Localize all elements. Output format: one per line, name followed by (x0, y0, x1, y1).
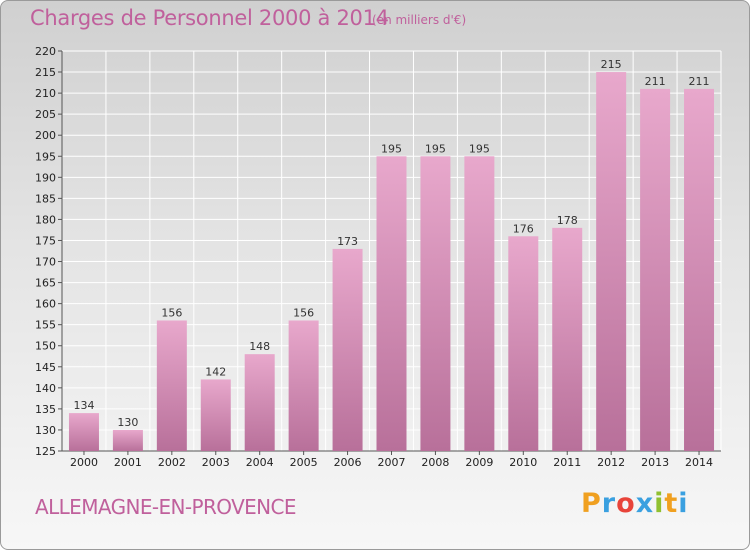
data-label: 142 (205, 365, 226, 378)
data-label: 156 (161, 306, 182, 319)
bar (684, 88, 715, 451)
commune-name: ALLEMAGNE-EN-PROVENCE (35, 495, 297, 519)
chart-title: Charges de Personnel 2000 à 2014 (30, 6, 389, 30)
logo-letter: P (581, 488, 602, 519)
x-tick-label: 2006 (334, 456, 362, 469)
x-tick-label: 2000 (70, 456, 98, 469)
x-tick-label: 2012 (597, 456, 625, 469)
data-label: 211 (689, 75, 710, 88)
y-tick-label: 150 (35, 340, 56, 353)
logo-letter: o (616, 488, 636, 519)
bar (508, 236, 539, 451)
chart-subtitle: (en milliers d'€) (372, 13, 467, 27)
bar (376, 156, 407, 451)
x-tick-label: 2014 (685, 456, 713, 469)
x-tick-label: 2009 (465, 456, 493, 469)
y-tick-label: 180 (35, 213, 56, 226)
data-label: 176 (513, 222, 534, 235)
logo-letter: i (654, 488, 665, 519)
x-tick-label: 2003 (202, 456, 230, 469)
y-tick-label: 145 (35, 361, 56, 374)
x-tick-label: 2005 (290, 456, 318, 469)
axes: 125 130 135 140 145 150 155 160 165 170 175 180 185 1… (35, 45, 721, 469)
data-label: 195 (425, 142, 446, 155)
bar (244, 354, 275, 451)
data-label: 215 (601, 58, 622, 71)
proxiti-logo: Proxiti (581, 488, 689, 519)
bar (464, 156, 495, 451)
y-tick-label: 190 (35, 171, 56, 184)
bar (200, 379, 231, 451)
y-tick-label: 195 (35, 150, 56, 163)
bar (332, 248, 363, 451)
data-label: 130 (117, 416, 138, 429)
data-label: 195 (381, 142, 402, 155)
data-label: 173 (337, 235, 358, 248)
logo-letter: t (664, 488, 679, 519)
x-tick-label: 2001 (114, 456, 142, 469)
y-tick-label: 175 (35, 234, 56, 247)
bars (68, 72, 715, 451)
bar (552, 227, 583, 451)
x-tick-label: 2008 (421, 456, 449, 469)
y-tick-label: 160 (35, 298, 56, 311)
data-label: 195 (469, 142, 490, 155)
y-tick-label: 220 (35, 45, 56, 58)
logo-letter: r (601, 488, 617, 519)
y-tick-label: 135 (35, 403, 56, 416)
bar (112, 429, 143, 451)
y-tick-label: 210 (35, 87, 56, 100)
data-label: 178 (557, 214, 578, 227)
y-tick-label: 200 (35, 129, 56, 142)
data-label: 134 (73, 399, 94, 412)
y-tick-label: 170 (35, 256, 56, 269)
y-tick-label: 215 (35, 66, 56, 79)
bar (68, 413, 99, 451)
y-tick-label: 130 (35, 424, 56, 437)
bar (640, 88, 671, 451)
y-tick-label: 155 (35, 319, 56, 332)
logo-letter: x (635, 488, 655, 519)
x-tick-label: 2010 (509, 456, 537, 469)
y-tick-label: 140 (35, 382, 56, 395)
data-label: 148 (249, 340, 270, 353)
y-tick-label: 185 (35, 192, 56, 205)
data-label: 156 (293, 306, 314, 319)
x-tick-label: 2007 (378, 456, 406, 469)
data-label: 211 (645, 75, 666, 88)
x-tick-label: 2011 (553, 456, 581, 469)
x-tick-label: 2013 (641, 456, 669, 469)
bar (420, 156, 451, 451)
labels: 134 130 156 142 148 156 173 195 195 195 176 178 215 2… (73, 58, 709, 429)
y-tick-label: 125 (35, 445, 56, 458)
x-tick-label: 2004 (246, 456, 274, 469)
y-tick-label: 165 (35, 277, 56, 290)
y-tick-label: 205 (35, 108, 56, 121)
logo-letter: i (678, 488, 689, 519)
bar (156, 320, 187, 451)
bar (596, 72, 627, 451)
x-tick-label: 2002 (158, 456, 186, 469)
bar (288, 320, 319, 451)
